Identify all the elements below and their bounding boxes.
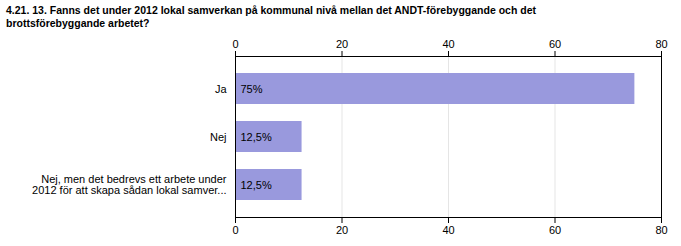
svg-text:75%: 75% [241,83,263,95]
svg-text:40: 40 [442,38,454,50]
svg-text:12,5%: 12,5% [241,131,272,143]
svg-text:Nej, men det bedrevs ett arbet: Nej, men det bedrevs ett arbete under201… [32,173,227,196]
svg-text:Nej: Nej [210,131,227,143]
svg-text:60: 60 [549,225,561,237]
svg-text:20: 20 [336,225,348,237]
svg-text:80: 80 [655,225,667,237]
html-text:brottsförebyggande arbetet?: brottsförebyggande arbetet? [6,17,150,30]
svg-text:20: 20 [336,38,348,50]
svg-text:0: 0 [232,225,238,237]
svg-text:0: 0 [232,38,238,50]
svg-text:40: 40 [442,225,454,237]
svg-text:80: 80 [655,38,667,50]
svg-text:60: 60 [549,38,561,50]
svg-text:12,5%: 12,5% [241,179,272,191]
svg-text:Ja: Ja [215,83,228,95]
html-text:4.21. 13. Fanns det under 2012: 4.21. 13. Fanns det under 2012 lokal sam… [6,4,536,16]
